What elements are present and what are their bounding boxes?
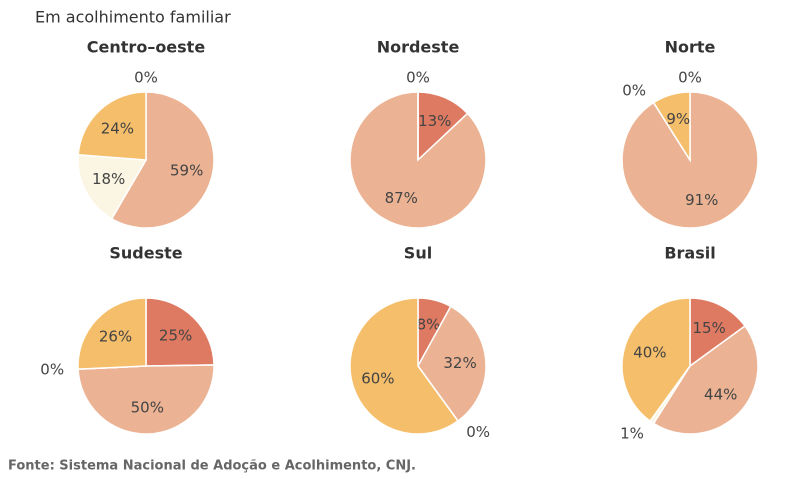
pie-slice xyxy=(621,297,691,423)
pie-slice xyxy=(689,297,747,368)
data-label: 0% xyxy=(466,423,490,441)
data-label: 13% xyxy=(418,112,451,130)
data-label: 1% xyxy=(620,424,644,442)
pie-slice xyxy=(652,91,691,163)
pie-title: Centro–oeste xyxy=(87,38,206,57)
data-label: 44% xyxy=(704,385,737,403)
pie-slice xyxy=(652,324,759,435)
data-label: 40% xyxy=(633,343,666,361)
data-label: 18% xyxy=(92,170,125,188)
data-label: 91% xyxy=(685,191,718,209)
data-label: 15% xyxy=(692,319,725,337)
pie-title: Sudeste xyxy=(109,244,182,263)
data-label: 26% xyxy=(99,327,132,345)
pie-title: Brasil xyxy=(664,244,715,263)
data-label: 87% xyxy=(385,189,418,207)
data-label: 0% xyxy=(678,69,702,87)
data-label: 8% xyxy=(417,316,441,334)
chart-title: Em acolhimento familiar xyxy=(35,8,231,27)
pie-title: Nordeste xyxy=(377,38,460,57)
pie-title: Norte xyxy=(665,38,716,57)
pie-slice xyxy=(110,91,215,229)
data-label: 24% xyxy=(101,120,134,138)
pie-slice xyxy=(77,364,215,435)
pie-slice xyxy=(77,297,147,370)
data-label: 50% xyxy=(131,399,164,417)
source-note: Fonte: Sistema Nacional de Adoção e Acol… xyxy=(8,459,416,474)
data-label: 0% xyxy=(406,69,430,87)
data-label: 25% xyxy=(159,326,192,344)
pie-slice xyxy=(417,91,469,162)
data-label: 59% xyxy=(170,162,203,180)
pie-title: Sul xyxy=(404,244,432,263)
data-label: 9% xyxy=(666,110,690,128)
pie-slice xyxy=(77,91,147,161)
pie-slice xyxy=(417,305,487,423)
data-label: 0% xyxy=(622,81,646,99)
pie-slice xyxy=(77,153,148,220)
data-label: 60% xyxy=(361,370,394,388)
pie-slice xyxy=(145,297,215,367)
data-label: 0% xyxy=(134,69,158,87)
data-label: 0% xyxy=(40,360,64,378)
pie-slice xyxy=(349,297,460,435)
data-label: 32% xyxy=(443,354,476,372)
